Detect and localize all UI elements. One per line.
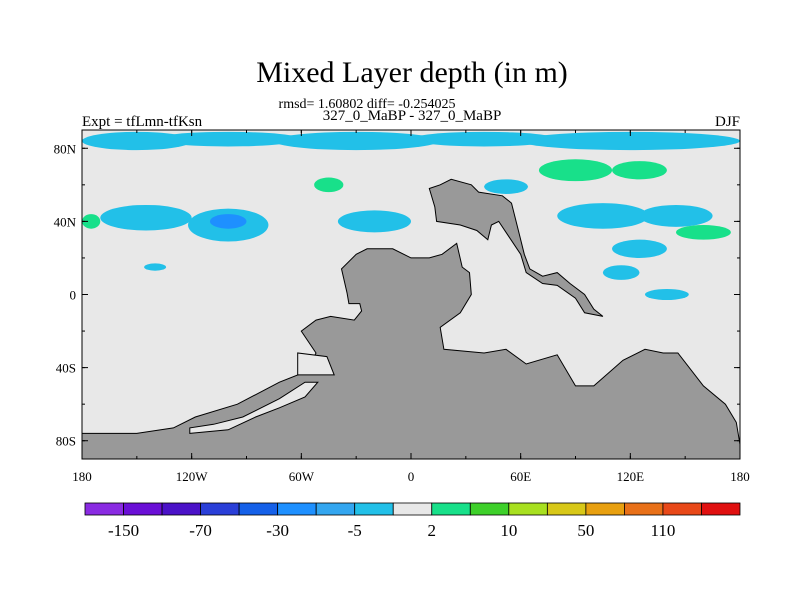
colorbar-label: -30 <box>266 521 289 540</box>
anomaly-region-minus5-12 <box>644 289 689 300</box>
anomaly-region-minus5-2 <box>273 131 439 151</box>
colorbar-label: -70 <box>189 521 212 540</box>
x-tick-label: 60W <box>289 469 315 484</box>
anomaly-region-minus5-7 <box>337 210 412 233</box>
colorbar-label: -150 <box>108 521 139 540</box>
map-panel <box>81 129 741 460</box>
colorbar-label: 10 <box>500 521 517 540</box>
colorbar-swatch-13 <box>585 502 625 516</box>
y-tick-label: 40N <box>54 214 77 229</box>
right-label: DJF <box>715 114 740 130</box>
colorbar-label: -5 <box>348 521 362 540</box>
land-polygon-1 <box>428 178 604 317</box>
colorbar-label: 110 <box>651 521 676 540</box>
colorbar-swatch-11 <box>508 502 548 516</box>
inland-sea-1 <box>297 352 335 376</box>
colorbar-swatch-10 <box>469 502 510 516</box>
land-mask <box>81 178 741 460</box>
inland-seas <box>189 352 335 434</box>
anomaly-region-minus5-4 <box>520 131 740 151</box>
colorbar-swatch-5 <box>277 502 317 516</box>
x-tick-label: 60E <box>510 469 531 484</box>
colorbar-swatch-3 <box>200 502 240 516</box>
colorbar-swatch-6 <box>315 502 356 516</box>
x-tick-label: 180 <box>730 469 750 484</box>
anomaly-region-minus5-8 <box>557 203 649 229</box>
anomaly-region-minus5-14 <box>144 263 167 271</box>
colorbar-label: 50 <box>577 521 594 540</box>
anomaly-region-minus5-11 <box>602 265 640 280</box>
colorbar-swatch-7 <box>354 502 394 516</box>
left-label: Expt = tfLmn-tfKsn <box>82 114 203 130</box>
x-tick-label: 120W <box>176 469 209 484</box>
anomaly-region-plus2-20 <box>676 225 731 240</box>
inland-sea-0 <box>189 381 319 434</box>
x-tick-label: 120E <box>617 469 645 484</box>
anomaly-region-minus5-9 <box>639 204 713 227</box>
stats-text: rmsd= 1.60802 diff= -0.254025 <box>279 97 456 112</box>
anomaly-region-plus2-17 <box>538 159 613 182</box>
anomaly-region-plus2-18 <box>612 161 667 180</box>
anomaly-region-minus5-13 <box>484 179 528 194</box>
anomaly-region-plus2-19 <box>82 214 101 229</box>
colorbar-swatch-1 <box>123 502 163 516</box>
colorbar-swatch-4 <box>238 502 279 516</box>
y-tick-label: 0 <box>70 288 77 303</box>
x-tick-label: 0 <box>408 469 415 484</box>
center-label: 327_0_MaBP - 327_0_MaBP <box>323 108 502 124</box>
anomaly-contours <box>82 131 740 300</box>
land-polygon-0 <box>81 242 741 460</box>
map-axes: 180 120W 60W 0 60E 120E 180 80N 40N 0 40S 80S <box>54 130 750 484</box>
colorbar-label: 2 <box>428 521 437 540</box>
colorbar-swatch-12 <box>546 502 587 516</box>
y-tick-label: 80S <box>56 434 76 449</box>
y-tick-label: 40S <box>56 361 76 376</box>
chart-title: Mixed Layer depth (in m) <box>256 56 568 89</box>
colorbar-swatch-0 <box>84 502 124 516</box>
colorbar: -150 -70 -30 -5 2 10 50 110 <box>84 502 741 540</box>
colorbar-swatch-2 <box>161 502 201 516</box>
anomaly-region-minus5-10 <box>612 239 667 258</box>
colorbar-swatch-16 <box>701 502 741 516</box>
colorbar-swatch-9 <box>431 502 471 516</box>
anomaly-region-plus2-16 <box>314 177 344 193</box>
colorbar-swatch-15 <box>662 502 702 516</box>
colorbar-swatch-8 <box>392 502 433 516</box>
colorbar-swatch-14 <box>624 502 664 516</box>
y-tick-label: 80N <box>54 141 77 156</box>
anomaly-region-minus5-5 <box>100 204 192 231</box>
x-tick-label: 180 <box>72 469 92 484</box>
anomaly-region-minus30-15 <box>209 214 247 229</box>
